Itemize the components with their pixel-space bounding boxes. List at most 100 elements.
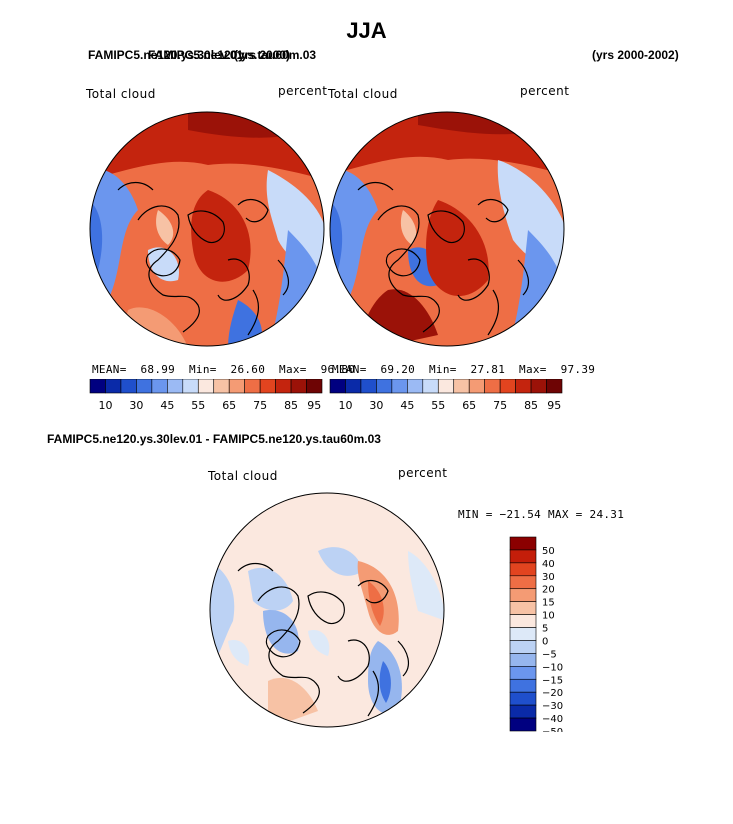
panel2-max-label: Max= (519, 363, 547, 376)
difference-colorbar-swatch (509, 717, 537, 732)
difference-colorbar-swatch (509, 575, 537, 590)
difference-colorbar-swatch (509, 601, 537, 615)
difference-colorbar-tick-label: 10 (542, 611, 555, 622)
panel1-units-label: percent (278, 84, 328, 98)
difference-colorbar: 50 40 30 20 15 10 50 −5 −10 −15 −20 −30 −40 −50 (509, 536, 563, 732)
panel1-colorbar-swatch (306, 379, 323, 394)
difference-colorbar-tick-label: −30 (542, 701, 563, 712)
difference-colorbar-tick-label: 5 (542, 624, 548, 635)
panel2-colorbar-tick-label: 75 (493, 399, 507, 412)
panel2-colorbar-swatch (376, 379, 393, 394)
diff-variable-label: Total cloud (208, 469, 278, 483)
difference-colorbar-tick-label: −50 (542, 727, 563, 732)
difference-colorbar-tick-label: −40 (542, 714, 563, 725)
difference-colorbar-swatch (509, 614, 537, 628)
panel1-stats: MEAN= 68.99 Min= 26.60 Max= 96.80 (92, 363, 355, 376)
difference-colorbar-tick-label: 50 (542, 546, 555, 557)
panel1-colorbar-swatch (275, 379, 292, 394)
panel2-colorbar-swatch (360, 379, 377, 394)
panel1-mean-label: MEAN= (92, 363, 127, 376)
panel2-min-label: Min= (428, 363, 457, 376)
panel1-max-value: 96.80 (320, 363, 356, 376)
panel1-colorbar-swatch (197, 379, 215, 394)
difference-colorbar-swatch (509, 627, 537, 641)
difference-colorbar-swatch (509, 678, 537, 693)
panel2-colorbar-tick-label: 85 (524, 399, 538, 412)
panel1-polar-map (89, 111, 325, 347)
panel1-colorbar-swatch (244, 379, 261, 394)
panel2-variable-label: Total cloud (328, 87, 398, 101)
panel1-colorbar-swatch (182, 379, 199, 394)
run-label-test: FAMIPC5.ne120.ys.tau60m.03 (148, 48, 317, 62)
panel1-colorbar-tick-label: 10 (98, 399, 112, 412)
panel2-colorbar-tick-label: 45 (400, 399, 414, 412)
difference-colorbar-swatch (509, 666, 537, 680)
years-label: (yrs 2000-2002) (592, 48, 679, 62)
panel2-colorbar-swatch (546, 379, 563, 394)
panel2-colorbar-swatch (391, 379, 408, 394)
panel1-colorbar-tick-label: 30 (129, 399, 143, 412)
difference-colorbar-swatch (509, 562, 537, 577)
panel1-colorbar-swatch (105, 379, 122, 394)
panel2-units-label: percent (520, 84, 570, 98)
difference-colorbar-swatch (509, 588, 537, 602)
panel2-colorbar-swatch (422, 379, 439, 394)
difference-colorbar-swatch (509, 536, 537, 551)
panel2-colorbar-swatch (345, 379, 362, 394)
difference-colorbar-tick-label: 40 (542, 559, 555, 570)
panel1-colorbar-swatch (259, 379, 276, 394)
panel1-mean-value: 68.99 (140, 363, 176, 376)
panel2-colorbar-tick-label: 95 (547, 399, 561, 412)
panel2-stats: MEAN= 69.20 Min= 27.81 Max= 97.39 (332, 363, 595, 376)
panel1-variable-label: Total cloud (86, 87, 156, 101)
panel2-max-value: 97.39 (560, 363, 596, 376)
difference-polar-map (209, 492, 445, 728)
panel2-mean-label: MEAN= (332, 363, 367, 376)
panel2-colorbar-tick-label: 65 (462, 399, 476, 412)
panel2-colorbar-swatch (437, 379, 455, 394)
difference-colorbar-tick-label: −15 (542, 675, 563, 686)
panel2-colorbar-swatch (453, 379, 470, 394)
panel2-colorbar-swatch (329, 379, 346, 394)
difference-colorbar-tick-label: −10 (542, 662, 563, 673)
panel2-mean-value: 69.20 (380, 363, 416, 376)
panel1-colorbar-tick-label: 45 (160, 399, 174, 412)
panel2-colorbar-tick-label: 30 (369, 399, 383, 412)
difference-colorbar-swatch (509, 653, 537, 667)
panel2-min-value: 27.81 (470, 363, 506, 376)
panel1-min-value: 26.60 (230, 363, 266, 376)
panel1-colorbar-swatch (89, 379, 106, 394)
difference-colorbar-tick-label: −20 (542, 688, 563, 699)
panel1-colorbar-tick-label: 85 (284, 399, 298, 412)
panel2-colorbar: 10 30 45 55 65 75 85 95 (329, 379, 563, 412)
difference-colorbar-tick-label: −5 (542, 649, 557, 660)
difference-colorbar-tick-label: 15 (542, 598, 555, 609)
difference-colorbar-tick-label: 20 (542, 585, 555, 596)
difference-title: FAMIPC5.ne120.ys.30lev.01 - FAMIPC5.ne12… (47, 432, 381, 446)
panel1-colorbar-swatch (136, 379, 153, 394)
difference-colorbar-swatch (509, 640, 537, 654)
panel1-colorbar-tick-label: 95 (307, 399, 321, 412)
panel1-colorbar-swatch (151, 379, 168, 394)
panel1-colorbar-tick-label: 75 (253, 399, 267, 412)
panel1-min-label: Min= (188, 363, 217, 376)
panel1-colorbar-swatch (228, 379, 245, 394)
panel2-colorbar-swatch (468, 379, 485, 394)
run-label-control: FAMIPC5.ne120.ys.30lev.01 (88, 48, 244, 62)
difference-colorbar-swatch (509, 549, 537, 564)
panel2-colorbar-swatch (515, 379, 532, 394)
panel2-colorbar-tick-label: 10 (338, 399, 352, 412)
panel1-colorbar-swatch (213, 379, 230, 394)
years-label-overlap: (yrs 2000) (234, 48, 291, 62)
diff-units-label: percent (398, 466, 448, 480)
panel1-colorbar-tick-label: 65 (222, 399, 236, 412)
panel1-colorbar-swatch (290, 379, 307, 394)
panel1-colorbar-swatch (120, 379, 137, 394)
difference-colorbar-swatch (509, 704, 537, 719)
panel1-colorbar: 10 30 45 55 65 75 85 95 (89, 379, 323, 412)
panel2-colorbar-swatch (530, 379, 547, 394)
difference-colorbar-swatch (509, 691, 537, 706)
panel2-polar-map (329, 111, 565, 347)
difference-colorbar-tick-label: 30 (542, 572, 555, 583)
